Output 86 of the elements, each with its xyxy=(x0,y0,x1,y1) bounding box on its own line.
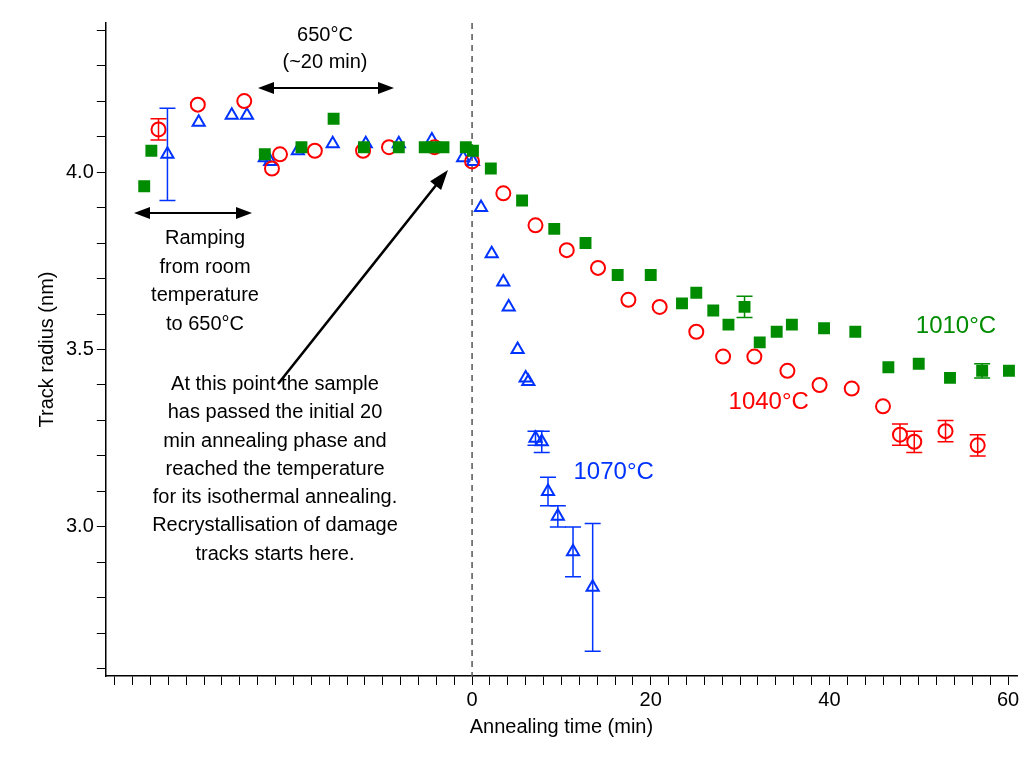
point xyxy=(534,433,549,447)
point xyxy=(521,373,536,386)
point xyxy=(779,362,796,379)
point xyxy=(306,142,323,159)
point xyxy=(224,107,239,120)
point xyxy=(770,325,783,338)
y-tick-label: 4.0 xyxy=(65,159,94,182)
point xyxy=(473,199,489,213)
point xyxy=(327,112,340,125)
point xyxy=(484,162,497,175)
point xyxy=(138,180,151,193)
y-tick-label: 3.5 xyxy=(65,337,94,360)
point xyxy=(715,348,732,365)
point xyxy=(912,357,925,370)
point xyxy=(518,369,533,383)
point xyxy=(467,144,479,157)
point xyxy=(510,341,525,354)
annotation: At this point the sample has passed the initial 20 min annealing phase and reached the temperature for its isothermal annealing. Recrystallisation of damage tracks starts here. xyxy=(151,371,399,566)
point xyxy=(550,508,565,521)
point xyxy=(355,142,372,159)
point xyxy=(565,543,581,557)
point xyxy=(785,318,798,331)
point xyxy=(392,141,405,154)
point xyxy=(558,242,575,259)
point xyxy=(239,107,255,120)
point xyxy=(272,146,288,163)
point xyxy=(969,437,986,454)
point xyxy=(437,141,450,154)
point xyxy=(495,185,512,202)
annotation: Ramping from room temperature to 650°C xyxy=(151,226,259,334)
point xyxy=(707,304,720,317)
point xyxy=(651,298,668,315)
x-tick-label: 0 xyxy=(466,687,478,710)
y-axis-title: Track radius (nm) xyxy=(34,271,57,428)
point xyxy=(579,237,592,249)
point xyxy=(644,269,657,281)
point xyxy=(263,160,280,177)
series-label: 1010°C xyxy=(915,311,997,339)
point xyxy=(189,96,206,113)
x-tick-label: 60 xyxy=(996,687,1020,710)
point xyxy=(722,318,735,331)
annotation: 650°C (~20 min) xyxy=(281,22,369,74)
point xyxy=(540,483,556,496)
x-axis-title: Annealing time (min) xyxy=(469,714,654,737)
point xyxy=(688,323,705,340)
point xyxy=(380,139,397,156)
point xyxy=(676,297,688,310)
point xyxy=(263,153,278,166)
point xyxy=(191,114,206,127)
point xyxy=(818,322,830,335)
point xyxy=(295,141,308,154)
point xyxy=(516,194,529,207)
point xyxy=(611,269,624,281)
point xyxy=(145,144,158,157)
point xyxy=(843,380,860,397)
point xyxy=(620,291,637,308)
point xyxy=(527,217,544,234)
point xyxy=(937,423,954,440)
point xyxy=(811,376,828,393)
point xyxy=(236,93,253,110)
point xyxy=(944,371,956,384)
point xyxy=(746,348,763,365)
y-tick-label: 3.0 xyxy=(65,514,94,537)
x-tick-label: 20 xyxy=(639,687,662,710)
series-label: 1040°C xyxy=(728,386,809,414)
point xyxy=(1003,364,1015,377)
point xyxy=(464,153,481,170)
point xyxy=(585,579,600,592)
point xyxy=(590,259,607,276)
point xyxy=(484,245,499,259)
point xyxy=(496,274,511,287)
point xyxy=(891,426,908,443)
point xyxy=(753,336,766,349)
series-label: 1070°C xyxy=(573,456,654,484)
point xyxy=(875,398,891,415)
point xyxy=(906,433,923,450)
point xyxy=(501,298,516,312)
point xyxy=(849,325,862,338)
point xyxy=(358,141,370,154)
point xyxy=(160,146,175,159)
point xyxy=(882,361,895,374)
point xyxy=(690,286,703,299)
point xyxy=(528,430,543,443)
point xyxy=(548,222,561,235)
x-tick-label: 40 xyxy=(818,687,841,710)
point xyxy=(325,135,340,149)
